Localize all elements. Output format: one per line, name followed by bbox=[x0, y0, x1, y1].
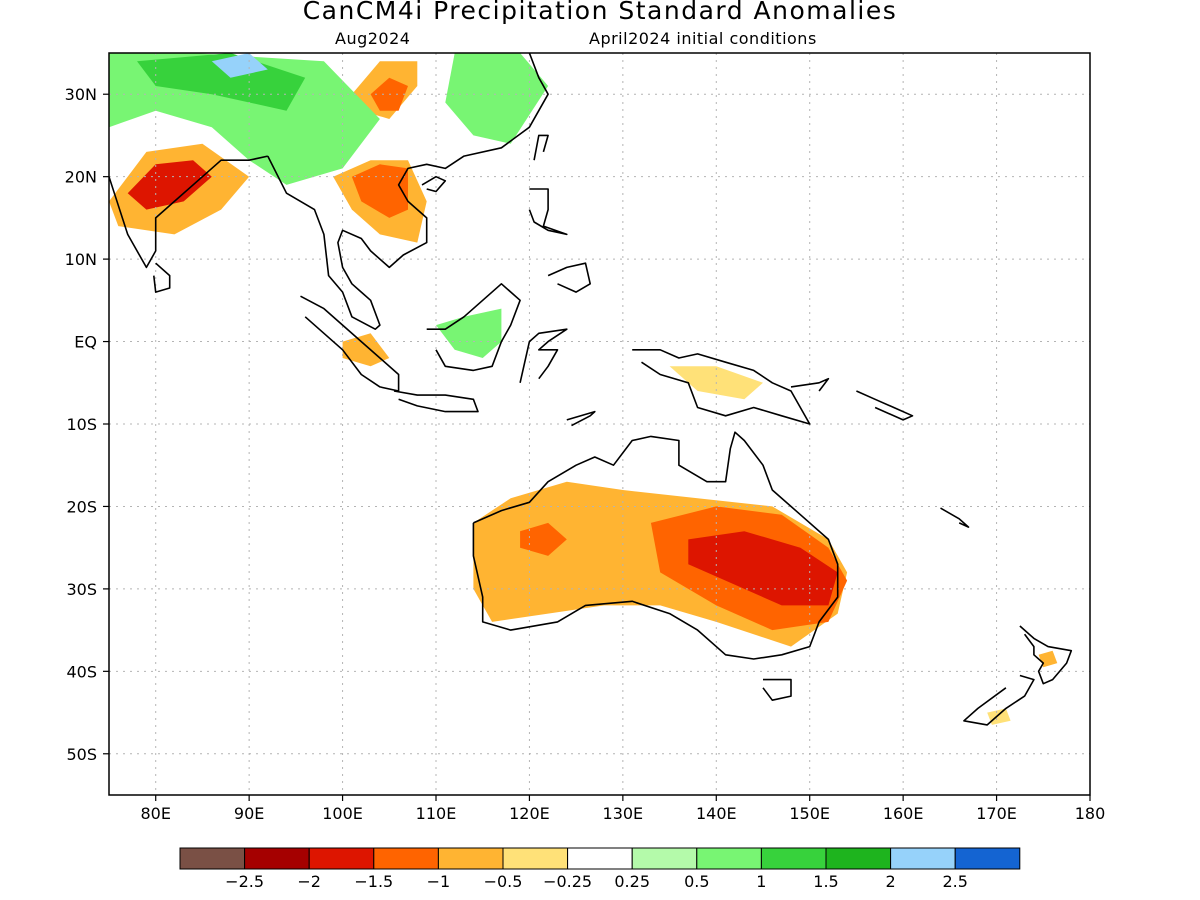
coastline-srilanka bbox=[153, 262, 171, 293]
anomaly-west-australia-core bbox=[520, 522, 567, 556]
lat-tick-label: 10N bbox=[65, 250, 97, 269]
anomaly-india-core bbox=[127, 160, 212, 210]
color-legend: −2.5 −2 −1.5 −1 −0.5 −0.25 0.25 0.5 1 1.5 2 2.5 bbox=[179, 847, 1021, 891]
legend-swatch bbox=[567, 847, 633, 870]
coastline-southeast-asia bbox=[267, 53, 549, 331]
legend-label: 2.5 bbox=[942, 872, 967, 891]
legend-swatch bbox=[373, 847, 439, 870]
coastline-borneo bbox=[426, 282, 521, 372]
lon-tick-label: 160E bbox=[883, 804, 924, 823]
coastline-nz-south bbox=[963, 674, 1035, 726]
legend-label: −1 bbox=[427, 872, 451, 891]
axis-ticks: 80E 90E 100E 110E 120E 130E 140E 150E 160E 170E 18… bbox=[65, 85, 1106, 823]
coastline-new-britain bbox=[790, 377, 830, 392]
coastline-india bbox=[109, 155, 268, 269]
anomaly-east-china-wet bbox=[445, 53, 549, 144]
legend-swatch bbox=[179, 847, 246, 870]
coastline-taiwan bbox=[533, 134, 549, 161]
lon-tick-label: 120E bbox=[509, 804, 550, 823]
legend-label: −2.5 bbox=[225, 872, 264, 891]
legend-swatch bbox=[760, 847, 827, 870]
lat-tick-label: 50S bbox=[66, 745, 97, 764]
anomaly-east-australia-core bbox=[688, 531, 838, 606]
legend-label: −2 bbox=[297, 872, 321, 891]
lon-tick-label: 110E bbox=[416, 804, 457, 823]
legend-swatch bbox=[954, 847, 1021, 870]
legend-label: −0.25 bbox=[543, 872, 592, 891]
lat-tick-label: 20N bbox=[65, 168, 97, 187]
coastline-sulawesi bbox=[519, 328, 568, 383]
coastline-new-guinea bbox=[632, 348, 811, 425]
coastline-new-caledonia bbox=[940, 507, 970, 528]
coastline-australia bbox=[472, 431, 839, 660]
coastline-philippines-luzon bbox=[528, 188, 568, 236]
lat-tick-label: 30S bbox=[66, 580, 97, 599]
legend-label: 1 bbox=[756, 872, 766, 891]
map-gridlines bbox=[109, 53, 1090, 795]
coastline-nz-north bbox=[1019, 625, 1073, 685]
anomaly-shading bbox=[109, 53, 1058, 725]
lat-tick-label: EQ bbox=[74, 333, 97, 352]
coastline-timor bbox=[566, 410, 596, 427]
coastlines bbox=[109, 53, 1073, 726]
legend-label: 0.25 bbox=[614, 872, 650, 891]
lon-tick-label: 130E bbox=[603, 804, 644, 823]
legend-label: 2 bbox=[886, 872, 896, 891]
anomaly-borneo-wet bbox=[436, 308, 502, 358]
legend-label: −1.5 bbox=[354, 872, 393, 891]
lat-tick-label: 40S bbox=[66, 662, 97, 681]
lon-tick-label: 90E bbox=[234, 804, 264, 823]
legend-swatch bbox=[244, 847, 310, 870]
legend-swatch bbox=[437, 847, 504, 870]
lon-tick-label: 150E bbox=[789, 804, 830, 823]
legend-swatch bbox=[890, 847, 956, 870]
coastline-java bbox=[393, 390, 479, 413]
lat-tick-label: 20S bbox=[66, 497, 97, 516]
forecast-month: Aug2024 bbox=[335, 29, 411, 48]
legend-swatch bbox=[825, 847, 892, 870]
legend-label: 0.5 bbox=[684, 872, 709, 891]
coastline-sumatra bbox=[300, 295, 400, 392]
legend-swatch bbox=[502, 847, 569, 870]
lon-tick-label: 80E bbox=[140, 804, 170, 823]
legend-swatch bbox=[631, 847, 698, 870]
lon-tick-label: 100E bbox=[322, 804, 363, 823]
lon-tick-label: 140E bbox=[696, 804, 737, 823]
lat-tick-label: 10S bbox=[66, 415, 97, 434]
coastline-hainan bbox=[421, 175, 447, 193]
initial-conditions: April2024 initial conditions bbox=[589, 29, 817, 48]
anomaly-tibet-blue bbox=[211, 53, 268, 78]
map-title: CanCM4i Precipitation Standard Anomalies bbox=[302, 0, 898, 25]
lon-tick-label: 170E bbox=[976, 804, 1017, 823]
coastline-philippines-mindanao bbox=[547, 262, 592, 293]
coastline-solomons bbox=[856, 390, 914, 421]
lon-tick-label: 180 bbox=[1075, 804, 1106, 823]
lat-tick-label: 30N bbox=[65, 85, 97, 104]
legend-label: 1.5 bbox=[813, 872, 838, 891]
anomaly-sumatra-dry bbox=[342, 333, 390, 367]
legend-swatch bbox=[696, 847, 762, 870]
legend-swatch bbox=[308, 847, 375, 870]
legend-label: −0.5 bbox=[484, 872, 523, 891]
anomaly-nz-dry bbox=[1038, 650, 1058, 668]
anomaly-indochina-core bbox=[351, 164, 408, 218]
coastline-tasmania bbox=[762, 678, 792, 702]
